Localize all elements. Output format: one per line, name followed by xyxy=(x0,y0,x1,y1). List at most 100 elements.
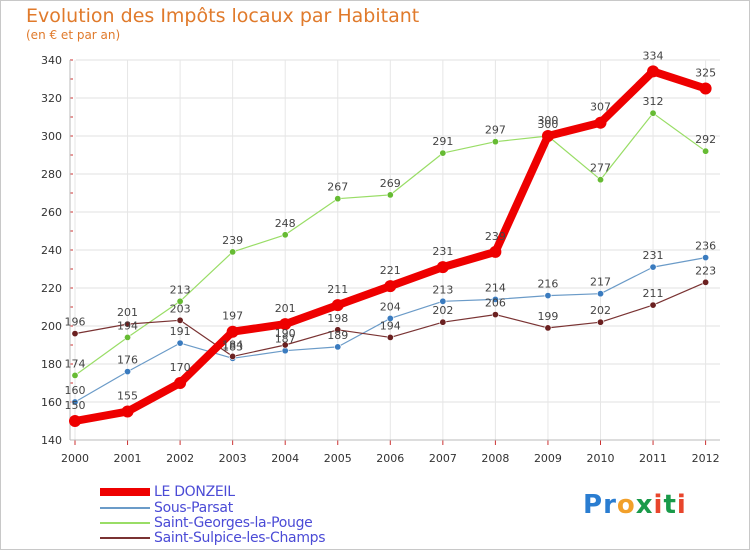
data-label: 213 xyxy=(432,283,453,296)
legend-item-le-donzeil: LE DONZEIL xyxy=(100,484,360,500)
data-label: 155 xyxy=(117,390,138,403)
data-label: 170 xyxy=(170,361,191,374)
data-point xyxy=(702,254,710,262)
data-point xyxy=(386,333,394,341)
data-label: 231 xyxy=(432,245,453,258)
series-lines xyxy=(69,65,712,427)
data-label: 160 xyxy=(65,384,86,397)
data-label: 267 xyxy=(327,181,348,194)
x-tick-label: 2005 xyxy=(324,452,352,465)
data-label: 199 xyxy=(537,310,558,323)
data-label: 325 xyxy=(695,67,716,80)
y-tick-label: 320 xyxy=(41,92,62,105)
data-point xyxy=(121,405,134,418)
data-label: 184 xyxy=(222,338,243,351)
legend-item-sous-parsat: Sous-Parsat xyxy=(100,500,360,516)
y-tick-label: 300 xyxy=(41,130,62,143)
legend-swatch xyxy=(100,522,150,524)
data-point xyxy=(649,109,657,117)
logo-letter: P xyxy=(583,490,604,520)
y-tick-label: 220 xyxy=(41,282,62,295)
x-tick-label: 2007 xyxy=(429,452,457,465)
y-tick-label: 180 xyxy=(41,358,62,371)
x-tick-label: 2001 xyxy=(114,452,142,465)
data-point xyxy=(124,320,132,328)
data-label: 187 xyxy=(275,333,296,346)
data-label: 213 xyxy=(170,283,191,296)
legend-swatch xyxy=(100,507,150,509)
data-point xyxy=(436,261,449,274)
data-point xyxy=(334,326,342,334)
data-label: 206 xyxy=(485,297,506,310)
data-label: 297 xyxy=(485,124,506,137)
data-point xyxy=(649,263,657,271)
data-point xyxy=(174,377,187,389)
x-tick-label: 2012 xyxy=(692,452,720,465)
data-point xyxy=(279,318,292,331)
data-label: 196 xyxy=(65,316,86,329)
x-tick-label: 2004 xyxy=(271,452,299,465)
legend-label: Saint-Georges-la-Pouge xyxy=(154,515,313,531)
logo-letter: x xyxy=(635,490,654,520)
data-label: 216 xyxy=(537,278,558,291)
data-label: 292 xyxy=(695,133,716,146)
data-point xyxy=(226,325,239,338)
data-point xyxy=(647,65,660,78)
y-tick-label: 160 xyxy=(41,396,62,409)
data-point xyxy=(541,130,554,142)
y-tick-label: 140 xyxy=(41,434,62,447)
x-tick-label: 2000 xyxy=(61,452,89,465)
data-label: 223 xyxy=(695,264,716,277)
data-label: 239 xyxy=(222,234,243,247)
data-point xyxy=(334,195,342,203)
data-point xyxy=(69,415,81,427)
data-label: 211 xyxy=(327,283,348,296)
data-label: 211 xyxy=(643,287,664,300)
y-tick-label: 280 xyxy=(41,168,62,181)
data-label: 176 xyxy=(117,354,138,367)
data-point xyxy=(176,297,184,305)
legend-swatch xyxy=(100,488,150,496)
data-label: 150 xyxy=(65,399,86,412)
data-label: 291 xyxy=(432,135,453,148)
data-point xyxy=(334,343,342,351)
logo-letter: i xyxy=(676,490,687,520)
data-label: 183 xyxy=(222,340,243,353)
data-point xyxy=(702,147,710,155)
data-label: 236 xyxy=(695,240,716,253)
data-label: 202 xyxy=(432,304,453,317)
legend-label: Saint-Sulpice-les-Champs xyxy=(154,530,326,546)
data-label: 231 xyxy=(643,249,664,262)
data-point xyxy=(594,116,607,129)
data-point xyxy=(439,297,447,305)
data-label: 217 xyxy=(590,276,611,289)
data-point xyxy=(386,314,394,322)
data-point xyxy=(439,318,447,326)
data-point xyxy=(176,316,184,324)
data-point xyxy=(491,311,499,319)
x-tick-label: 2003 xyxy=(219,452,247,465)
proxiti-logo: Proxiti xyxy=(583,490,687,520)
data-point xyxy=(71,371,79,379)
data-label: 174 xyxy=(65,357,86,370)
data-label: 312 xyxy=(643,95,664,108)
data-label: 190 xyxy=(275,327,296,340)
data-label: 194 xyxy=(380,319,401,332)
y-tick-label: 240 xyxy=(41,244,62,257)
data-point xyxy=(491,295,499,303)
logo-letter: i xyxy=(653,490,664,520)
data-label: 300 xyxy=(537,114,558,127)
data-label: 307 xyxy=(590,101,611,114)
data-label: 202 xyxy=(590,304,611,317)
legend-label: Sous-Parsat xyxy=(154,500,233,516)
data-point xyxy=(596,318,604,326)
data-point xyxy=(702,278,710,286)
data-point xyxy=(596,176,604,184)
data-label: 269 xyxy=(380,177,401,190)
data-label: 221 xyxy=(380,264,401,277)
data-point xyxy=(649,301,657,309)
data-point xyxy=(491,138,499,146)
legend-swatch xyxy=(100,537,150,539)
